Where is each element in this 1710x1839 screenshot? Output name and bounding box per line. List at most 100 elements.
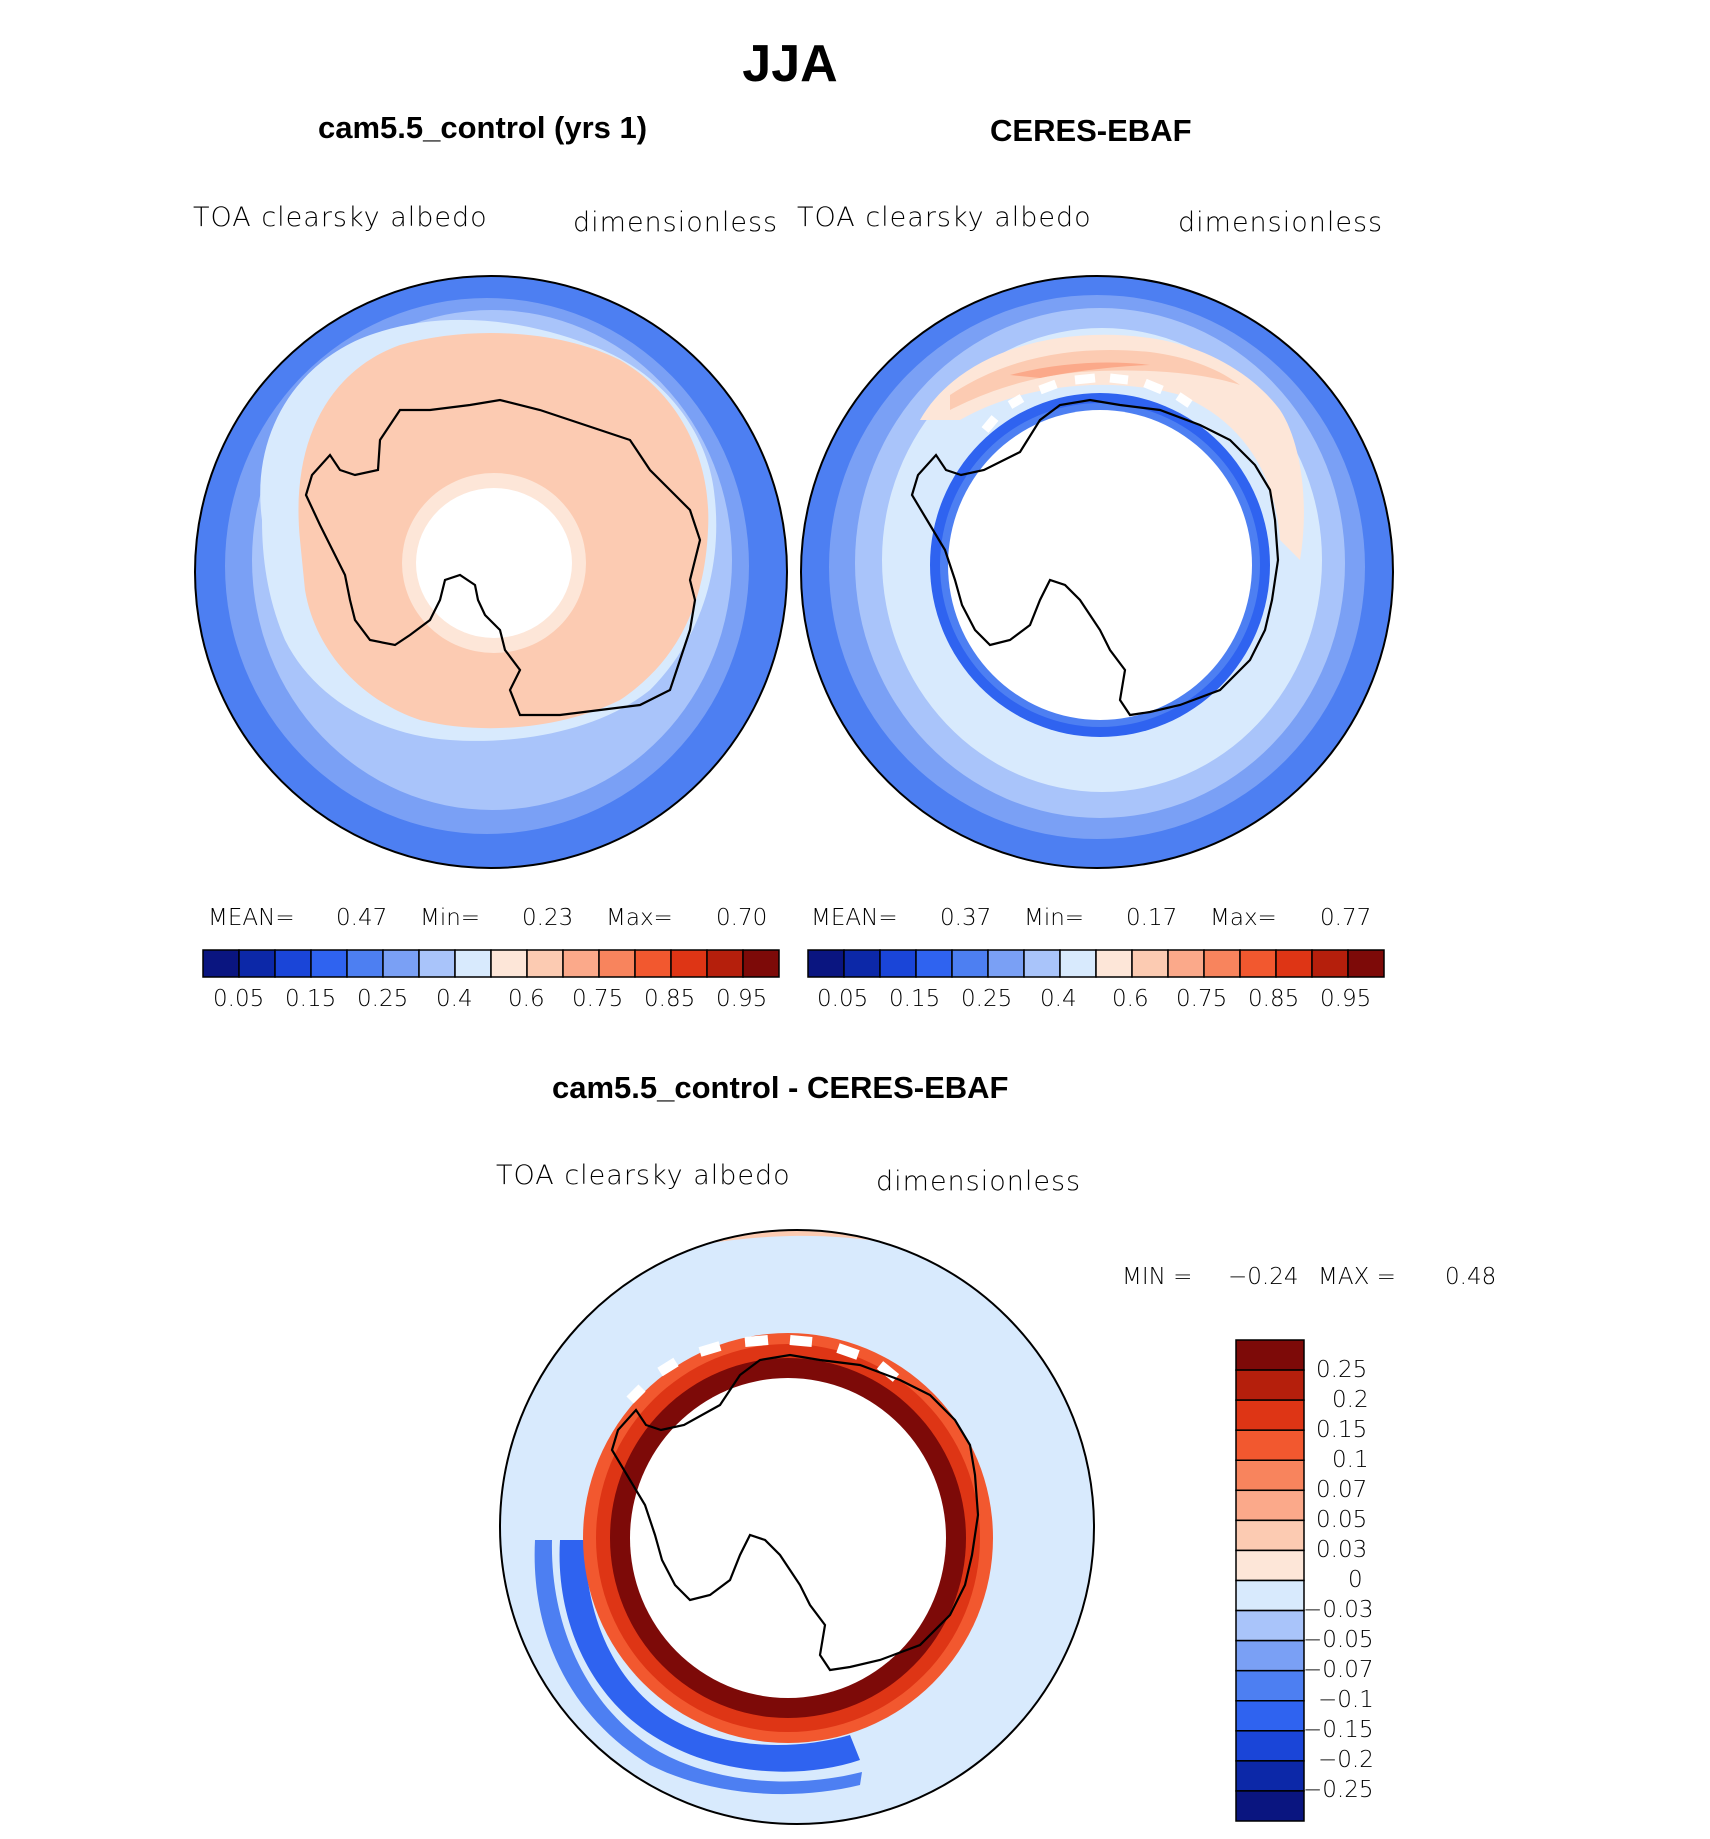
panel1-colorbar-tick: 0.05: [213, 986, 265, 1012]
panel3-title: cam5.5_control - CERES-EBAF: [552, 1070, 1009, 1105]
colorbar-cell: [1235, 1700, 1305, 1732]
colorbar-cell: [1235, 1369, 1305, 1401]
panel2-mean-value: 0.37: [940, 905, 992, 931]
colorbar-cell: [706, 949, 744, 978]
colorbar-cell: [1235, 1760, 1305, 1792]
colorbar-cell: [1275, 949, 1313, 978]
panel1-min-label: Min=: [420, 905, 481, 931]
panel1-colorbar-tick: 0.6: [508, 986, 545, 1012]
colorbar-cell: [1311, 949, 1349, 978]
panel1-colorbar-tick: 0.85: [644, 986, 696, 1012]
colorbar-cell: [1167, 949, 1205, 978]
difference-colorbar-tick: −0.07: [1303, 1657, 1374, 1683]
panel3-min-label: MIN =: [1122, 1264, 1193, 1290]
colorbar-cell: [454, 949, 492, 978]
panel2-colorbar-tick: 0.15: [889, 986, 941, 1012]
difference-colorbar-tick: −0.2: [1318, 1747, 1374, 1773]
panel2-colorbar: [807, 949, 1385, 978]
difference-colorbar-tick: 0: [1348, 1567, 1363, 1593]
colorbar-cell: [1131, 949, 1169, 978]
colorbar-cell: [1235, 1639, 1305, 1672]
panel1-colorbar-tick: 0.15: [285, 986, 337, 1012]
panel1-variable: TOA clearsky albedo: [193, 202, 488, 233]
panel1-max-value: 0.70: [716, 905, 768, 931]
panel2-colorbar-tick: 0.85: [1248, 986, 1300, 1012]
panel2-min-value: 0.17: [1126, 905, 1178, 931]
colorbar-cell: [1239, 949, 1277, 978]
panel1-units: dimensionless: [573, 207, 779, 238]
panel3-max-label: MAX =: [1318, 1264, 1396, 1290]
panel2-max-label: Max=: [1210, 905, 1277, 931]
panel3-map-border: [499, 1229, 1095, 1825]
panel1-title: cam5.5_control (yrs 1): [318, 110, 648, 145]
colorbar-cell: [1235, 1579, 1305, 1612]
panel1-max-label: Max=: [606, 905, 673, 931]
panel1-colorbar-tick: 0.75: [572, 986, 624, 1012]
colorbar-cell: [951, 949, 989, 978]
panel2-map: [801, 276, 1393, 868]
figure-title: JJA: [742, 35, 838, 93]
difference-colorbar-tick: 0.03: [1316, 1537, 1368, 1563]
colorbar-cell: [879, 949, 917, 978]
colorbar-cell: [1235, 1730, 1305, 1762]
difference-colorbar-tick: 0.07: [1316, 1477, 1368, 1503]
colorbar-cell: [418, 949, 456, 978]
colorbar-cell: [382, 949, 420, 978]
colorbar-cell: [598, 949, 636, 978]
colorbar-cell: [742, 949, 780, 978]
difference-colorbar-tick: 0.2: [1332, 1387, 1369, 1413]
colorbar-cell: [310, 949, 348, 978]
colorbar-cell: [670, 949, 708, 978]
colorbar-cell: [634, 949, 672, 978]
colorbar-cell: [1235, 1609, 1305, 1642]
panel2-colorbar-tick: 0.95: [1320, 986, 1372, 1012]
difference-colorbar-tick: 0.25: [1316, 1357, 1368, 1383]
colorbar-cell: [807, 949, 845, 978]
panel2-units: dimensionless: [1178, 207, 1384, 238]
colorbar-cell: [346, 949, 384, 978]
difference-colorbar-tick: −0.15: [1303, 1717, 1374, 1743]
panel2-title: CERES-EBAF: [990, 113, 1192, 148]
panel1-min-value: 0.23: [522, 905, 574, 931]
colorbar-cell: [843, 949, 881, 978]
panel2-map-border: [800, 275, 1394, 869]
colorbar-cell: [1235, 1339, 1305, 1371]
colorbar-cell: [987, 949, 1025, 978]
colorbar-cell: [1235, 1459, 1305, 1492]
difference-colorbar-tick: 0.15: [1316, 1417, 1368, 1443]
colorbar-cell: [1235, 1669, 1305, 1702]
panel1-mean-label: MEAN=: [208, 905, 295, 931]
panel1-colorbar-tick: 0.4: [436, 986, 473, 1012]
colorbar-cell: [1235, 1790, 1305, 1822]
colorbar-cell: [1203, 949, 1241, 978]
colorbar-cell: [1095, 949, 1133, 978]
colorbar-cell: [562, 949, 600, 978]
colorbar-cell: [1235, 1549, 1305, 1582]
panel3-variable: TOA clearsky albedo: [496, 1160, 791, 1191]
colorbar-cell: [526, 949, 564, 978]
panel3-min-value: −0.24: [1228, 1264, 1299, 1290]
difference-colorbar-tick: 0.1: [1332, 1447, 1369, 1473]
difference-colorbar: [1235, 1339, 1305, 1822]
panel2-antarctica-coastline: [910, 398, 1280, 717]
panel1-colorbar-tick: 0.25: [357, 986, 409, 1012]
colorbar-cell: [1235, 1519, 1305, 1552]
panel3-antarctica-coastline: [610, 1353, 980, 1672]
panel1-map: [195, 276, 787, 868]
colorbar-cell: [490, 949, 528, 978]
difference-colorbar-tick: −0.1: [1318, 1687, 1374, 1713]
difference-colorbar-tick: −0.25: [1303, 1777, 1374, 1803]
colorbar-cell: [1023, 949, 1061, 978]
panel3-units: dimensionless: [876, 1166, 1082, 1197]
colorbar-cell: [238, 949, 276, 978]
colorbar-cell: [202, 949, 240, 978]
colorbar-cell: [915, 949, 953, 978]
difference-colorbar-tick: −0.03: [1303, 1597, 1374, 1623]
difference-colorbar-tick: −0.05: [1303, 1627, 1374, 1653]
colorbar-cell: [1235, 1489, 1305, 1522]
colorbar-cell: [274, 949, 312, 978]
colorbar-cell: [1347, 949, 1385, 978]
colorbar-cell: [1059, 949, 1097, 978]
panel2-colorbar-tick: 0.6: [1112, 986, 1149, 1012]
